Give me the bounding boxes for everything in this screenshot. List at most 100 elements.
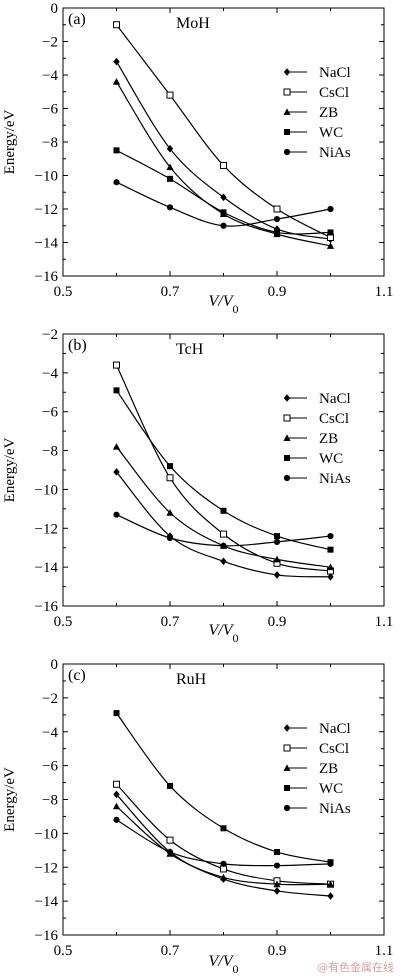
y-tick-label: −6 <box>42 759 58 775</box>
chart-panel-3: 0 −2 −4 −6 −8 −10 −12 −14 −160.5 0.7 0.9 1.1 V/V0 Ene… <box>2 657 393 976</box>
plot-frame <box>62 7 385 277</box>
series-line <box>116 24 331 238</box>
legend-label: CsCl <box>319 85 349 101</box>
y-tick-label: −16 <box>35 599 59 615</box>
data-point <box>274 849 280 856</box>
data-point <box>273 555 281 563</box>
data-point <box>327 573 334 581</box>
series-line <box>116 389 331 551</box>
data-point <box>220 161 227 169</box>
y-axis-label: Energy/eV <box>2 767 18 832</box>
legend-marker <box>283 724 291 732</box>
panel-title: TcH <box>176 341 204 358</box>
data-point <box>220 860 227 867</box>
legend-marker <box>283 414 291 422</box>
y-tick-label: −14 <box>35 236 59 252</box>
data-point <box>113 790 120 799</box>
legend-marker <box>283 148 291 156</box>
panel-label: (b) <box>68 337 87 354</box>
series-line <box>116 181 331 227</box>
y-tick-label: −10 <box>35 826 58 842</box>
legend-marker <box>284 129 290 135</box>
legend-label: NaCl <box>319 721 351 737</box>
y-tick-label: −8 <box>42 135 58 151</box>
legend-label: WC <box>319 451 343 467</box>
data-point <box>326 242 335 249</box>
series-line <box>115 364 331 572</box>
y-axis-label: Energy/eV <box>2 109 18 174</box>
y-tick-label: −16 <box>35 269 59 285</box>
data-point <box>274 533 280 540</box>
x-tick-label: 0.9 <box>268 614 287 630</box>
series-line <box>116 446 331 568</box>
data-point <box>112 78 121 85</box>
legend-label: WC <box>319 781 343 797</box>
data-point <box>166 474 174 482</box>
y-tick-label: −2 <box>42 35 58 51</box>
plot-frame <box>62 663 385 936</box>
plot-frame <box>62 333 385 607</box>
y-tick-label: −12 <box>35 521 58 537</box>
series-zb <box>112 78 335 249</box>
y-tick-label: −6 <box>42 102 58 118</box>
data-point <box>113 387 120 394</box>
data-point <box>220 825 227 832</box>
data-point <box>166 144 174 153</box>
legend-label: CsCl <box>319 741 349 757</box>
series-line <box>116 514 331 547</box>
data-point <box>273 880 281 888</box>
legend: NaCl CsCl ZB WC NiAs <box>283 391 351 487</box>
panel-label: (a) <box>68 11 86 28</box>
legend-label: CsCl <box>319 411 349 427</box>
panel-title: MoH <box>176 15 210 32</box>
data-point <box>112 802 121 810</box>
data-point <box>326 880 335 888</box>
series-nias <box>113 179 334 229</box>
legend-marker <box>283 804 291 812</box>
data-point <box>220 222 227 229</box>
data-point <box>273 538 281 545</box>
legend-label: NaCl <box>319 391 351 407</box>
y-tick-label: −12 <box>35 202 58 218</box>
x-axis-label: V/V0 <box>209 622 239 645</box>
series-wc <box>113 387 334 553</box>
data-point <box>166 204 174 211</box>
x-tick-label: 0.7 <box>161 284 180 300</box>
panel-title: RuH <box>176 671 207 688</box>
y-tick-label: −4 <box>42 725 58 741</box>
data-point <box>166 91 174 99</box>
y-tick-label: −2 <box>42 691 58 707</box>
y-tick-label: −16 <box>35 928 59 944</box>
data-point <box>220 209 227 216</box>
data-point <box>273 571 281 579</box>
legend-label: NiAs <box>319 801 351 817</box>
x-tick-label: 1.1 <box>375 943 394 959</box>
data-point <box>113 710 120 717</box>
legend-marker <box>283 68 291 76</box>
x-tick-label: 0.7 <box>161 614 180 630</box>
data-point <box>113 57 120 66</box>
legend-marker <box>283 394 291 402</box>
data-point <box>167 463 173 470</box>
series-wc <box>113 147 334 236</box>
x-tick-label: 0.5 <box>54 943 73 959</box>
data-point <box>113 147 120 154</box>
series-zb <box>112 443 335 571</box>
legend-marker <box>283 434 291 441</box>
series-line <box>116 805 331 886</box>
data-point <box>220 530 227 538</box>
panel-label: (c) <box>68 667 86 684</box>
data-point <box>220 557 227 566</box>
series-nias <box>113 816 334 869</box>
x-tick-label: 0.9 <box>268 943 287 959</box>
data-point <box>112 443 121 450</box>
legend-marker <box>283 108 291 115</box>
data-point <box>220 542 227 549</box>
data-point <box>220 193 227 202</box>
legend: NaCl CsCl ZB WC NiAs <box>283 65 351 161</box>
y-tick-label: −8 <box>42 444 58 460</box>
watermark-text: @有色金属在线 <box>317 961 394 974</box>
legend: NaCl CsCl ZB WC NiAs <box>283 721 351 817</box>
chart-panel-2: −2 −4 −6 −8 −10 −12 −14 −160.5 0.7 0.9 1.1 V/V0 Ener… <box>2 327 393 645</box>
